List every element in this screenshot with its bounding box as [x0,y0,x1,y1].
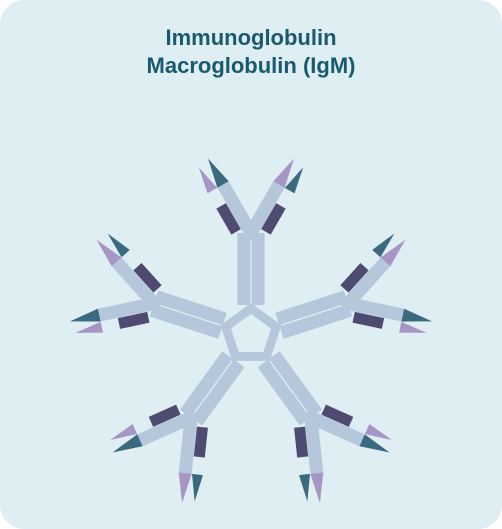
card-title: Immunoglobulin Macroglobulin (IgM) [0,24,502,79]
title-line-2: Macroglobulin (IgM) [0,52,502,80]
title-line-1: Immunoglobulin [0,24,502,52]
igm-pentamer-diagram [61,145,441,525]
igm-card: Immunoglobulin Macroglobulin (IgM) [0,0,502,529]
